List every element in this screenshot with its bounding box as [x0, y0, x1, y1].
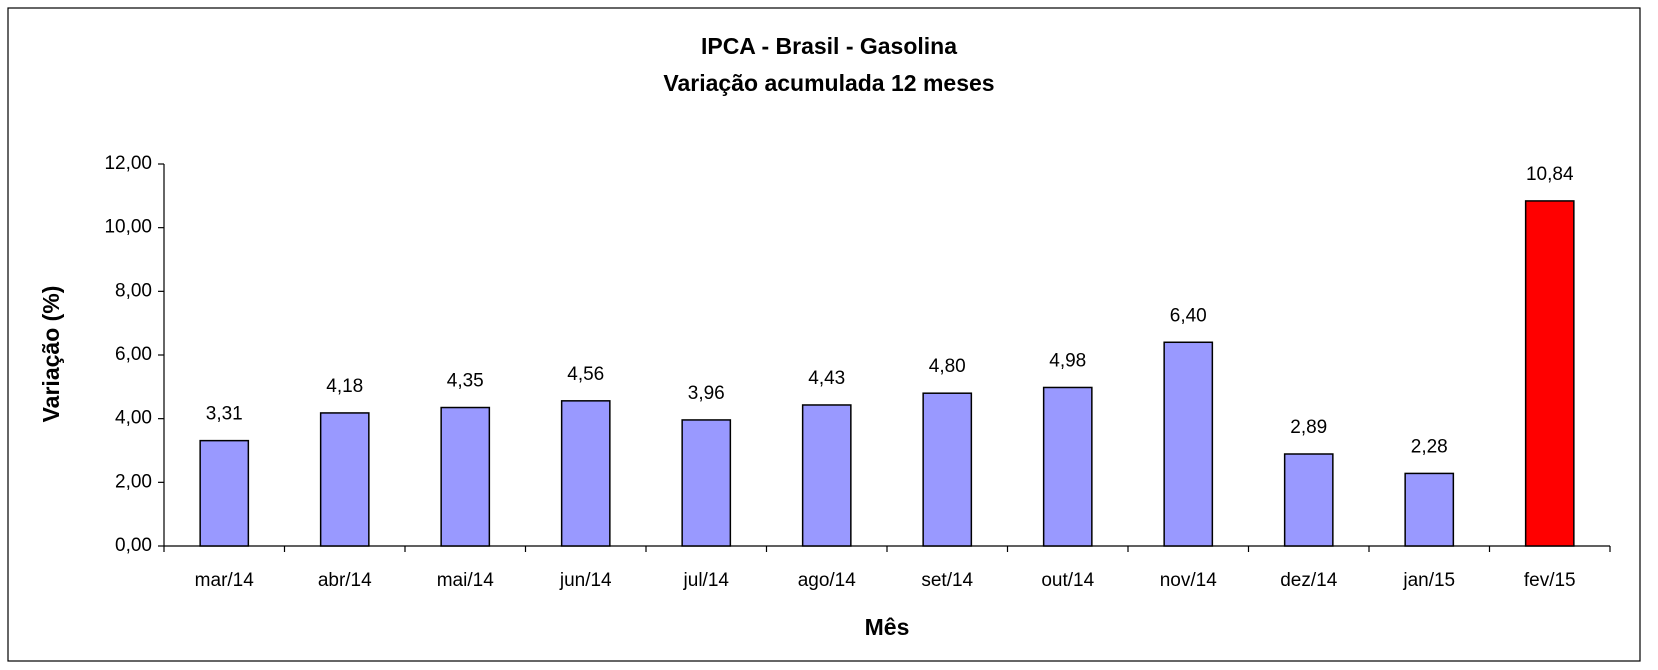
bar [560, 400, 611, 547]
data-label: 4,43 [808, 368, 845, 389]
y-tick-label: 10,00 [104, 217, 152, 238]
data-label: 4,98 [1049, 350, 1086, 371]
bar [199, 439, 250, 547]
bar [440, 406, 491, 547]
bar [1042, 386, 1093, 547]
y-tick-label: 4,00 [115, 408, 152, 429]
x-tick-label: nov/14 [1160, 570, 1217, 591]
y-tick-label: 6,00 [115, 344, 152, 365]
bar [1404, 472, 1455, 547]
x-axis-title: Mês [865, 614, 910, 640]
x-tick-label: mai/14 [437, 570, 494, 591]
data-label: 4,56 [567, 364, 604, 385]
x-tick-label: out/14 [1041, 570, 1094, 591]
y-tick-label: 8,00 [115, 280, 152, 301]
chart-title: IPCA - Brasil - Gasolina [701, 33, 957, 59]
x-tick-label: abr/14 [318, 570, 372, 591]
data-label: 2,89 [1290, 417, 1327, 438]
bar [681, 419, 732, 547]
chart-border [7, 7, 1641, 662]
data-label: 4,80 [929, 356, 966, 377]
y-tick-label: 12,00 [104, 153, 152, 174]
y-tick-label: 2,00 [115, 471, 152, 492]
x-tick-label: set/14 [921, 570, 973, 591]
data-label: 4,35 [447, 371, 484, 392]
bar [1283, 453, 1334, 547]
bar [1524, 200, 1575, 547]
bar [319, 412, 370, 547]
y-tick-label: 0,00 [115, 535, 152, 556]
x-tick-label: jul/14 [683, 570, 730, 591]
chart-subtitle: Variação acumulada 12 meses [663, 70, 994, 96]
x-tick-label: fev/15 [1524, 570, 1576, 591]
data-label: 2,28 [1411, 436, 1448, 457]
data-label: 3,96 [688, 383, 725, 404]
x-tick-label: ago/14 [798, 570, 857, 591]
data-label: 6,40 [1170, 305, 1207, 326]
bar [922, 392, 973, 547]
x-tick-label: mar/14 [195, 570, 255, 591]
x-tick-label: jun/14 [559, 570, 612, 591]
x-tick-label: jan/15 [1402, 570, 1455, 591]
bar [1163, 341, 1214, 547]
data-label: 3,31 [206, 404, 243, 425]
data-label: 10,84 [1526, 164, 1574, 185]
data-label: 4,18 [326, 376, 363, 397]
y-axis-title: Variação (%) [38, 286, 64, 423]
x-tick-label: dez/14 [1280, 570, 1337, 591]
bar [801, 404, 852, 547]
